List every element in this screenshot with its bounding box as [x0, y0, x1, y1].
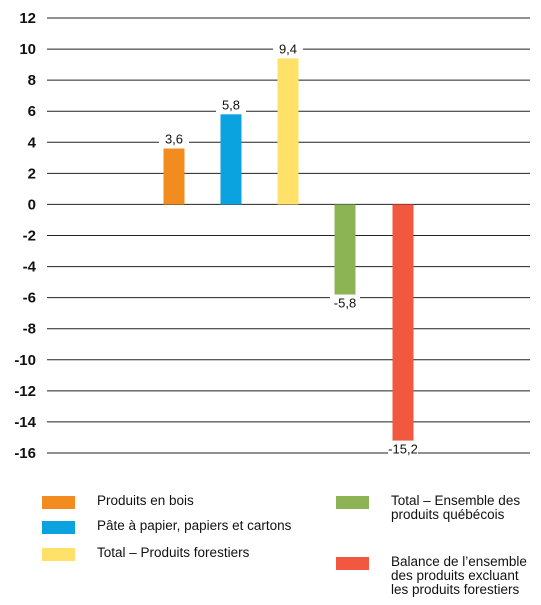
- legend-item-produits-en-bois: Produits en bois: [42, 494, 194, 509]
- legend-label: Balance de l’ensemble des produits exclu…: [391, 554, 527, 597]
- legend-label: Produits en bois: [97, 493, 194, 508]
- data-label: -5,8: [334, 296, 356, 311]
- chart: 12 10 8 6 4 2 0 -2 -4 -6 -8 -10 -12 -14 -16 3,6 5,8 9,4 -5…: [14, 10, 530, 462]
- y-tick-label: -10: [14, 352, 36, 369]
- legend-swatch-red: [336, 557, 369, 570]
- data-label-bg: [388, 442, 418, 457]
- legend-item-balance: Balance de l’ensemble des produits exclu…: [336, 555, 527, 597]
- legend-item-total-forestiers: Total – Produits forestiers: [42, 546, 249, 561]
- bar: [334, 204, 356, 295]
- bar: [392, 204, 414, 441]
- y-tick-label: -2: [23, 228, 36, 245]
- y-tick-label: 8: [28, 72, 36, 89]
- bar: [220, 114, 242, 205]
- data-label-bg: [216, 98, 246, 113]
- data-label: 5,8: [222, 97, 240, 112]
- y-tick-label: 6: [28, 103, 36, 120]
- data-label-bg: [273, 42, 303, 57]
- legend-item-pate-papier: Pâte à papier, papiers et cartons: [42, 519, 291, 534]
- y-tick-label: 12: [19, 10, 36, 27]
- data-label: 3,6: [165, 132, 183, 147]
- bar: [163, 148, 185, 205]
- legend-swatch-yellow: [42, 548, 75, 561]
- bar: [277, 58, 299, 205]
- y-tick-label: 10: [19, 41, 36, 58]
- y-tick-label: -12: [14, 383, 36, 400]
- data-label: -15,2: [388, 442, 418, 457]
- y-tick-label: 2: [28, 165, 36, 182]
- legend-label: Total – Ensemble des produits québécois: [391, 493, 521, 522]
- legend-swatch-blue: [42, 521, 75, 534]
- data-label: 9,4: [279, 41, 297, 56]
- data-label-bg: [330, 296, 360, 311]
- y-tick-label: -6: [23, 290, 36, 307]
- y-tick-label: -16: [14, 445, 36, 462]
- y-tick-label: -4: [23, 259, 37, 276]
- y-tick-label: -14: [14, 414, 36, 431]
- legend-swatch-orange: [42, 496, 75, 509]
- legend-item-total-ensemble: Total – Ensemble des produits québécois: [336, 494, 520, 522]
- legend-swatch-green: [336, 496, 369, 509]
- y-tick-label: 0: [28, 196, 36, 213]
- data-label-bg: [159, 132, 189, 147]
- y-tick-label: -8: [23, 321, 36, 338]
- y-tick-label: 4: [28, 134, 37, 151]
- legend-label: Pâte à papier, papiers et cartons: [97, 518, 292, 533]
- legend-label: Total – Produits forestiers: [97, 545, 250, 560]
